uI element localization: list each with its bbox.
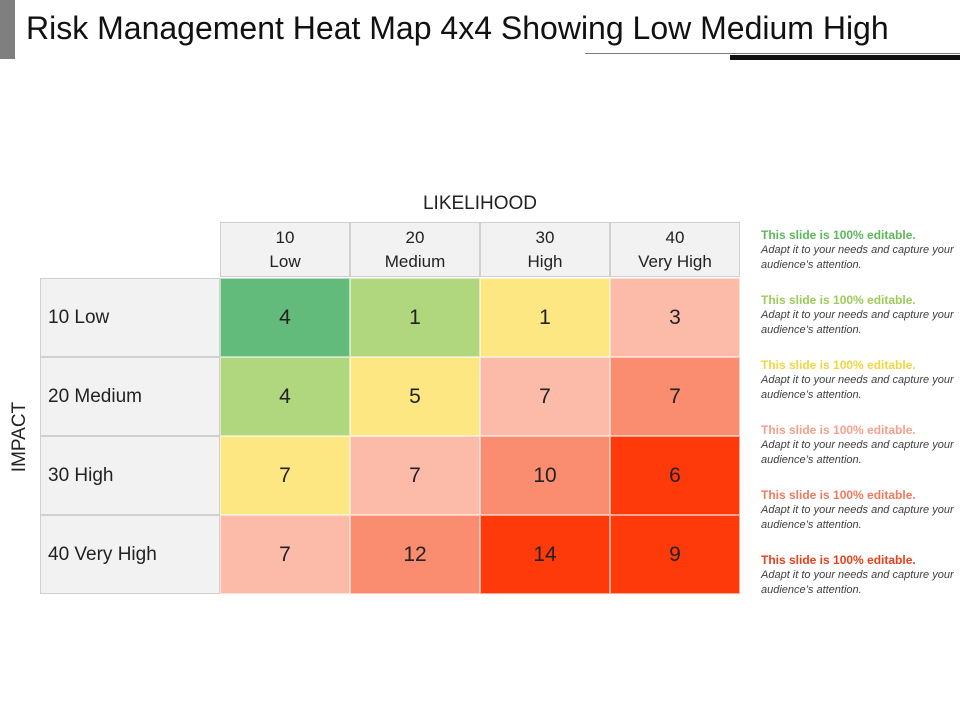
heatmap-cell: 5 <box>350 357 480 436</box>
heatmap-cell: 3 <box>610 278 740 357</box>
note-body: Adapt it to your needs and capture your … <box>761 569 954 596</box>
column-header: 40 Very High <box>610 222 740 277</box>
editable-note: This slide is 100% editable. Adapt it to … <box>761 293 956 337</box>
note-body: Adapt it to your needs and capture your … <box>761 309 954 336</box>
note-heading: This slide is 100% editable. <box>761 553 916 567</box>
y-axis-label: IMPACT <box>9 401 30 473</box>
heatmap-cell: 1 <box>480 278 610 357</box>
column-header-value: 10 <box>275 227 295 247</box>
note-body: Adapt it to your needs and capture your … <box>761 244 954 271</box>
heatmap-cell: 14 <box>480 515 610 594</box>
heatmap-cell: 4 <box>220 278 350 357</box>
row-header: 10 Low <box>40 278 220 357</box>
heatmap-cell: 7 <box>480 357 610 436</box>
heatmap-cell: 7 <box>220 515 350 594</box>
row-header: 40 Very High <box>40 515 220 594</box>
column-header-label: Medium <box>384 251 446 271</box>
column-header-value: 30 <box>535 227 555 247</box>
note-heading: This slide is 100% editable. <box>761 293 916 307</box>
note-heading: This slide is 100% editable. <box>761 488 916 502</box>
heatmap-cell: 7 <box>220 436 350 515</box>
note-heading: This slide is 100% editable. <box>761 228 916 242</box>
row-header: 30 High <box>40 436 220 515</box>
editable-note: This slide is 100% editable. Adapt it to … <box>761 553 956 597</box>
slide-title: Risk Management Heat Map 4x4 Showing Low… <box>26 10 889 46</box>
editable-note: This slide is 100% editable. Adapt it to … <box>761 423 956 467</box>
title-rule-thin <box>585 53 960 54</box>
heatmap-cell: 7 <box>350 436 480 515</box>
note-body: Adapt it to your needs and capture your … <box>761 439 954 466</box>
heatmap-cell: 7 <box>610 357 740 436</box>
row-header: 20 Medium <box>40 357 220 436</box>
column-header-label: High <box>527 251 563 271</box>
title-rule-thick <box>730 55 960 60</box>
heatmap-cell: 4 <box>220 357 350 436</box>
note-heading: This slide is 100% editable. <box>761 423 916 437</box>
column-header: 30 High <box>480 222 610 277</box>
title-accent-bar <box>0 0 15 59</box>
editable-note: This slide is 100% editable. Adapt it to … <box>761 488 956 532</box>
column-header-label: Very High <box>638 251 712 271</box>
column-header: 10 Low <box>220 222 350 277</box>
note-heading: This slide is 100% editable. <box>761 358 916 372</box>
heatmap-cell: 6 <box>610 436 740 515</box>
column-header-label: Low <box>269 251 301 271</box>
heatmap-cell: 12 <box>350 515 480 594</box>
column-header: 20 Medium <box>350 222 480 277</box>
heatmap-cell: 10 <box>480 436 610 515</box>
note-body: Adapt it to your needs and capture your … <box>761 504 954 531</box>
column-header-value: 20 <box>405 227 425 247</box>
x-axis-label: LIKELIHOOD <box>422 193 538 214</box>
editable-note: This slide is 100% editable. Adapt it to … <box>761 358 956 402</box>
heatmap-cell: 9 <box>610 515 740 594</box>
note-body: Adapt it to your needs and capture your … <box>761 374 954 401</box>
editable-note: This slide is 100% editable. Adapt it to … <box>761 228 956 272</box>
heatmap-cell: 1 <box>350 278 480 357</box>
column-header-value: 40 <box>665 227 685 247</box>
